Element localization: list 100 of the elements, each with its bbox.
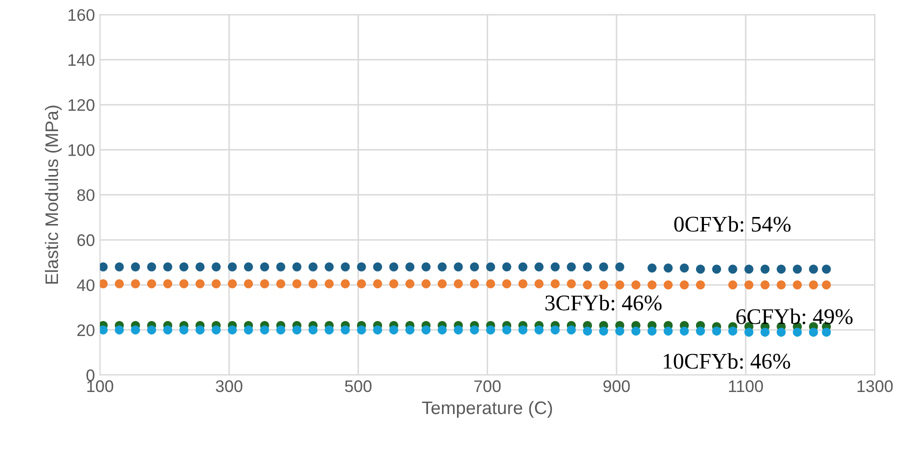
point xyxy=(776,280,786,290)
point xyxy=(373,279,382,288)
point xyxy=(696,264,705,274)
point xyxy=(389,262,398,272)
x-tick-label: 900 xyxy=(603,380,630,392)
point xyxy=(147,325,156,334)
x-tick-label: 1100 xyxy=(729,380,763,392)
point xyxy=(615,280,624,290)
point xyxy=(822,328,831,337)
point xyxy=(147,279,156,288)
point xyxy=(582,280,592,290)
point xyxy=(130,262,140,272)
point xyxy=(438,325,447,334)
point xyxy=(260,279,270,288)
point xyxy=(179,325,188,334)
point xyxy=(260,262,270,272)
point xyxy=(680,264,689,273)
point xyxy=(292,325,302,334)
point xyxy=(808,328,818,337)
point xyxy=(744,264,754,274)
point xyxy=(566,262,576,272)
point xyxy=(599,280,608,290)
point xyxy=(422,325,431,334)
point xyxy=(373,325,382,334)
y-tick-label: 160 xyxy=(68,9,94,21)
point xyxy=(212,325,221,334)
y-tick-label: 40 xyxy=(76,279,94,292)
annotation: 3CFYb: 46% xyxy=(545,294,662,311)
x-tick-label: 700 xyxy=(474,380,501,392)
x-tick-label: 300 xyxy=(216,380,242,392)
point xyxy=(196,262,205,272)
x-tick-label: 500 xyxy=(345,380,372,392)
point xyxy=(196,279,205,288)
point xyxy=(566,279,576,288)
point xyxy=(664,280,673,290)
point xyxy=(808,280,818,290)
point xyxy=(130,279,140,288)
point xyxy=(260,325,270,334)
point xyxy=(100,325,108,334)
point xyxy=(308,325,318,334)
point xyxy=(100,279,108,288)
point xyxy=(356,325,366,334)
y-axis-title: Elastic Modulus (MPa) xyxy=(44,106,62,284)
point xyxy=(130,325,140,334)
point xyxy=(792,264,802,274)
point xyxy=(324,325,334,334)
point xyxy=(308,262,318,272)
point xyxy=(680,326,689,336)
point xyxy=(728,280,738,290)
point xyxy=(212,262,221,272)
annotation: 6CFYb: 49% xyxy=(736,308,853,324)
point xyxy=(648,264,657,273)
point xyxy=(276,325,286,334)
annotation: 0CFYb: 54% xyxy=(674,216,791,232)
point xyxy=(486,279,496,288)
point xyxy=(582,262,592,272)
point xyxy=(792,280,802,290)
point xyxy=(324,279,334,288)
point xyxy=(422,262,431,272)
point xyxy=(179,262,188,272)
point xyxy=(582,326,592,336)
point xyxy=(566,325,576,334)
point xyxy=(163,325,172,334)
point xyxy=(454,262,463,272)
point xyxy=(292,262,302,272)
point xyxy=(792,328,802,337)
point xyxy=(422,279,431,288)
x-tick-label: 100 xyxy=(87,380,114,392)
point xyxy=(454,325,463,334)
point xyxy=(486,325,496,334)
point xyxy=(728,326,738,336)
point xyxy=(212,279,221,288)
point xyxy=(356,279,366,288)
point xyxy=(454,279,463,288)
point xyxy=(728,264,738,274)
point xyxy=(405,262,414,272)
point xyxy=(822,264,831,274)
point xyxy=(776,264,786,274)
point xyxy=(534,325,544,334)
point xyxy=(760,328,770,337)
point xyxy=(631,280,640,290)
point xyxy=(340,325,350,334)
point xyxy=(228,262,237,272)
point xyxy=(276,262,286,272)
point xyxy=(808,264,818,274)
point xyxy=(100,262,108,272)
point xyxy=(470,325,479,334)
point xyxy=(228,279,237,288)
y-tick-label: 60 xyxy=(77,234,94,246)
y-tick-label: 0 xyxy=(86,369,94,382)
point xyxy=(373,262,382,272)
point xyxy=(648,326,657,336)
point xyxy=(163,279,172,288)
y-tick-label: 20 xyxy=(77,324,94,336)
point xyxy=(664,264,673,273)
point xyxy=(244,262,253,272)
point xyxy=(664,326,673,336)
point xyxy=(696,280,705,290)
point xyxy=(518,279,528,288)
point xyxy=(147,262,156,272)
